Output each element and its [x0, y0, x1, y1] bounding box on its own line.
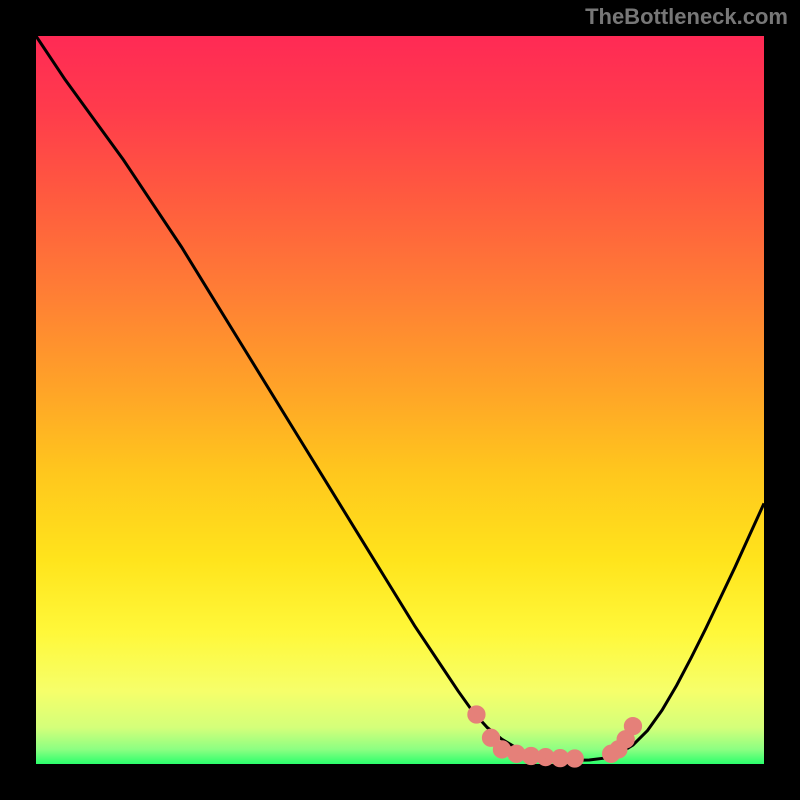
chart-curve-layer [36, 36, 764, 764]
marker-point [471, 709, 482, 720]
marker-point [486, 732, 497, 743]
marker-point [526, 750, 537, 761]
marker-point [540, 752, 551, 763]
marker-point [569, 753, 580, 764]
marker-point [627, 721, 638, 732]
attribution-text: TheBottleneck.com [585, 4, 788, 30]
marker-point [511, 748, 522, 759]
marker-point [620, 734, 631, 745]
marker-point [496, 744, 507, 755]
curve-markers [471, 709, 639, 764]
marker-point [555, 753, 566, 764]
bottleneck-curve [36, 36, 764, 760]
chart-plot-area [36, 36, 764, 764]
